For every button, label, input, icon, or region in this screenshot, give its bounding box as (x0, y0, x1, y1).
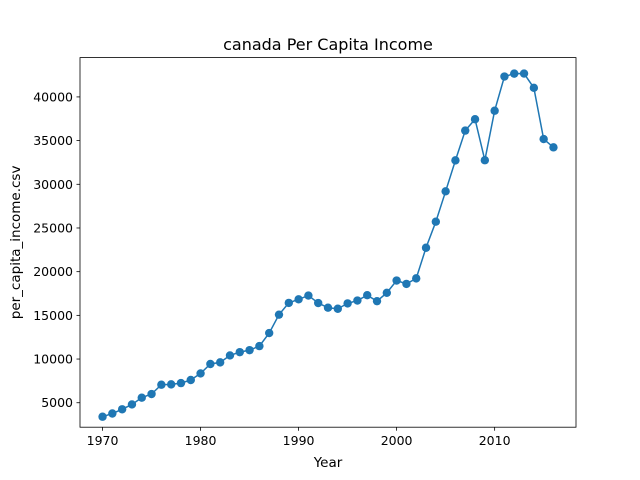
data-point (490, 106, 499, 115)
data-point (206, 359, 215, 369)
data-point (117, 405, 127, 414)
data-point (313, 298, 323, 308)
data-point (441, 187, 450, 196)
x-axis: 1970 1980 1990 2000 2010 (87, 427, 511, 448)
y-axis: 5000 10000 15000 20000 25000 30000 35000 40000 (33, 89, 80, 410)
data-point (215, 358, 225, 367)
data-point (461, 126, 470, 135)
data-point (98, 412, 107, 421)
data-point (186, 375, 195, 385)
data-point (421, 243, 431, 252)
data-point (274, 310, 284, 319)
data-point (343, 299, 352, 308)
data-point (137, 393, 146, 402)
y-tick-label: 35000 (33, 133, 73, 148)
data-point (294, 295, 303, 304)
data-point (510, 69, 519, 78)
x-tick-label: 1970 (87, 433, 119, 448)
data-point (431, 217, 441, 226)
data-point (245, 345, 254, 355)
y-tick-label: 40000 (33, 89, 73, 104)
data-point (108, 409, 117, 418)
data-point (127, 400, 137, 409)
x-tick-label: 1990 (283, 433, 315, 448)
chart-title: canada Per Capita Income (223, 35, 433, 54)
data-point (333, 304, 343, 313)
x-tick-label: 2000 (381, 433, 413, 448)
data-point (392, 276, 401, 285)
y-tick-label: 25000 (33, 220, 73, 235)
data-point (235, 347, 244, 357)
y-tick-label: 10000 (33, 352, 73, 367)
data-point (402, 279, 411, 289)
x-tick-label: 2010 (479, 433, 511, 448)
data-point (166, 380, 176, 389)
y-axis-label: per_capita_income.csv (8, 166, 24, 320)
data-point (196, 369, 205, 378)
data-point (539, 134, 548, 144)
data-point (353, 296, 362, 305)
x-axis-label: Year (313, 455, 343, 471)
data-point (225, 351, 235, 360)
y-tick-label: 30000 (33, 177, 73, 192)
data-point (451, 156, 460, 165)
y-tick-label: 20000 (33, 264, 73, 279)
data-point (519, 69, 529, 78)
plot-area (80, 57, 576, 428)
data-point (372, 296, 382, 306)
plot-frame (79, 57, 577, 428)
data-point (284, 298, 293, 308)
data-point (470, 115, 480, 124)
data-point (529, 83, 539, 93)
data-point (382, 288, 392, 298)
data-point (323, 303, 333, 312)
data-point (500, 72, 509, 81)
data-point (255, 341, 264, 351)
x-tick-label: 1980 (185, 433, 217, 448)
data-point (147, 389, 156, 399)
y-tick-label: 5000 (41, 395, 73, 410)
data-point (412, 274, 421, 283)
data-point (549, 143, 558, 152)
data-point (304, 291, 313, 300)
data-point (157, 380, 166, 389)
series-points (98, 69, 558, 421)
y-tick-label: 15000 (33, 308, 73, 323)
data-point (363, 290, 372, 300)
data-point (264, 328, 274, 338)
data-point (480, 156, 490, 165)
data-point (176, 378, 186, 388)
